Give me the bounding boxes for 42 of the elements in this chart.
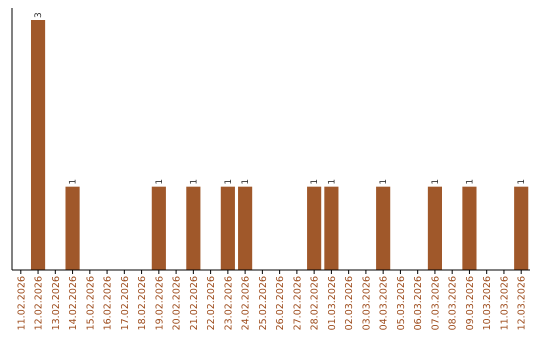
x-tick-label: 01.03.2026 <box>326 276 338 330</box>
x-tick-label: 27.02.2026 <box>292 276 304 330</box>
x-tick-label: 09.03.2026 <box>464 276 476 330</box>
x-tick-label: 11.03.2026 <box>499 276 510 330</box>
x-tick-label: 03.03.2026 <box>361 276 372 330</box>
x-tick-label: 10.03.2026 <box>482 276 494 330</box>
x-tick-label: 25.02.2026 <box>258 276 269 330</box>
x-tick-label: 05.03.2026 <box>396 276 407 330</box>
x-tick-label: 13.02.2026 <box>50 276 62 330</box>
data-label: 1 <box>68 178 79 185</box>
x-tick-label: 18.02.2026 <box>137 276 148 330</box>
data-label: 1 <box>241 178 252 185</box>
x-tick-label: 16.02.2026 <box>102 276 114 330</box>
data-label: 1 <box>465 178 476 185</box>
data-label: 1 <box>310 178 320 185</box>
x-tick-label: 14.02.2026 <box>68 276 80 330</box>
x-tick-label: 19.02.2026 <box>154 276 166 330</box>
data-label: 3 <box>34 12 44 18</box>
data-label: 1 <box>517 178 528 185</box>
x-tick-label: 06.03.2026 <box>413 276 424 330</box>
data-label: 1 <box>189 178 200 185</box>
x-tick-label: 11.02.2026 <box>16 276 28 330</box>
x-tick-label: 08.03.2026 <box>448 276 459 330</box>
x-tick-label: 07.03.2026 <box>430 276 442 330</box>
x-tick-label: 15.02.2026 <box>85 276 96 330</box>
x-tick-label: 20.02.2026 <box>172 276 183 330</box>
data-label: 1 <box>154 178 165 185</box>
x-tick-label: 28.02.2026 <box>310 276 321 330</box>
x-tick-label: 02.03.2026 <box>344 276 356 330</box>
data-label: 1 <box>379 178 390 185</box>
x-tick-label: 23.02.2026 <box>223 276 234 330</box>
x-tick-label: 26.02.2026 <box>275 276 286 330</box>
x-tick-label: 17.02.2026 <box>120 276 131 330</box>
x-tick-label: 22.02.2026 <box>206 276 218 330</box>
data-label: 1 <box>224 178 234 185</box>
x-tick-label: 21.02.2026 <box>188 276 200 330</box>
x-tick-label: 12.03.2026 <box>516 276 528 330</box>
x-tick-label: 04.03.2026 <box>378 276 390 330</box>
data-label: 1 <box>327 178 338 185</box>
data-label: 1 <box>430 178 441 185</box>
x-tick-label: 12.02.2026 <box>34 276 45 330</box>
x-tick-label: 24.02.2026 <box>240 276 252 330</box>
